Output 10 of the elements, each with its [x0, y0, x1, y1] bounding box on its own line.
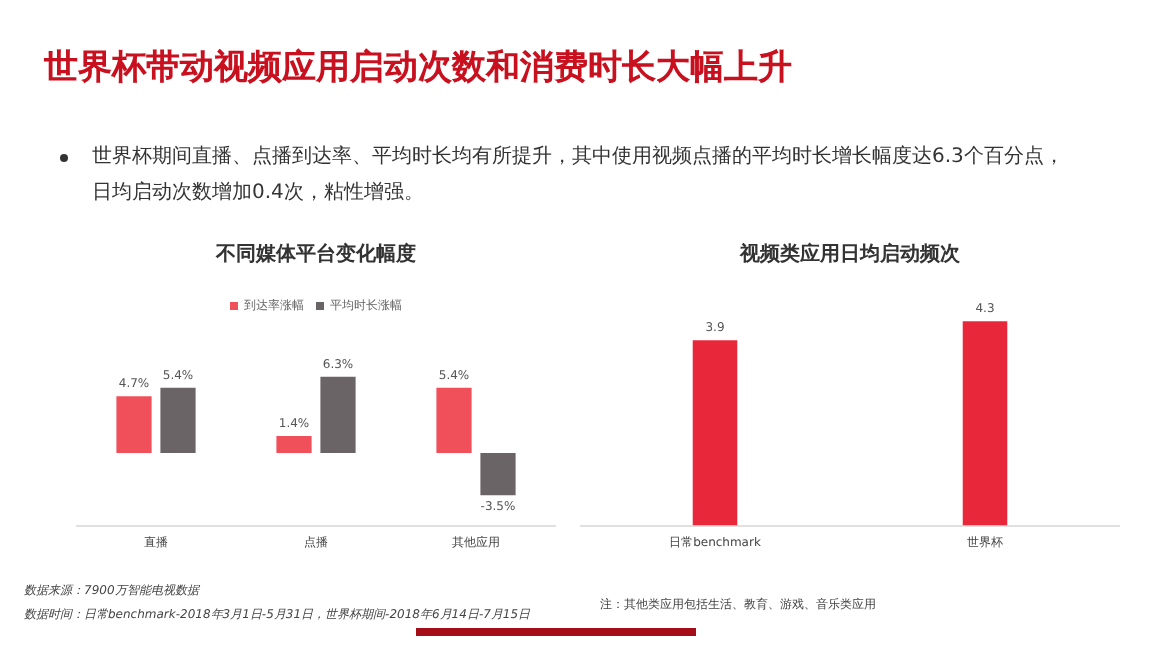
- bar: [160, 387, 196, 453]
- chart-title: 视频类应用日均启动频次: [737, 240, 962, 268]
- bar: [436, 387, 472, 453]
- bar: [116, 396, 152, 453]
- text: 世界杯带动视频应用启动次数和消费时长大幅上升: [44, 46, 792, 90]
- bar: [480, 453, 516, 496]
- bar: [320, 376, 356, 453]
- text: 世界杯期间直播、点播到达率、平均时长均有所提升，其中使用视频点播的平均时长增长幅度达6.3个百分点，日均启动次数增加0.4次，粘性增强。: [92, 143, 1066, 208]
- chart-title: 不同媒体平台变化幅度: [213, 240, 418, 268]
- bar: [276, 436, 312, 453]
